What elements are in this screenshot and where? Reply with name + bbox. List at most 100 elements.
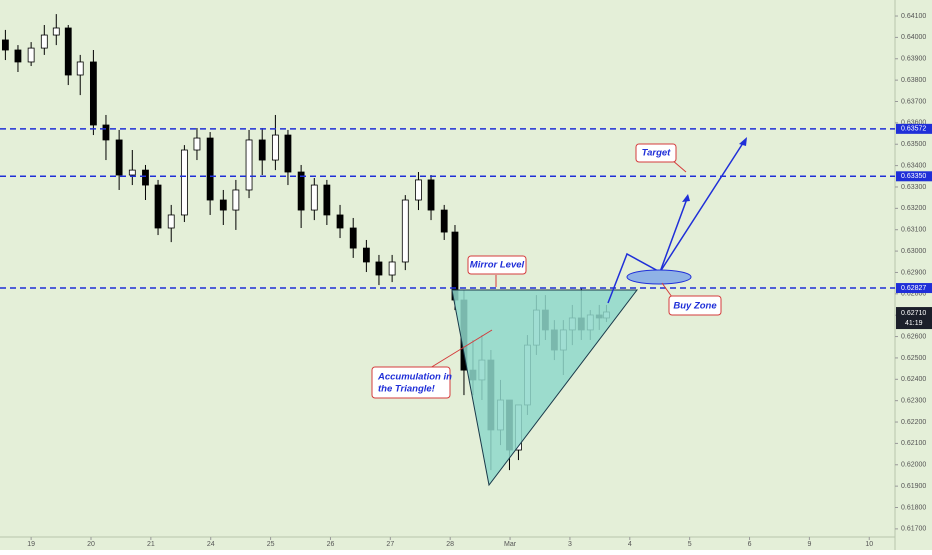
x-tick-label: 24 — [207, 541, 215, 548]
candle-body — [245, 139, 253, 191]
annotation-text: Accumulation in — [377, 372, 452, 383]
x-tick-label: 20 — [87, 541, 95, 548]
box — [668, 295, 722, 316]
y-tick-label: 0.61900 — [901, 483, 926, 490]
candle-body — [440, 209, 448, 233]
y-tick-label: 0.63200 — [901, 205, 926, 212]
triangle — [451, 289, 639, 487]
annotation: Buy Zone — [661, 282, 722, 316]
level-label-box — [896, 171, 932, 182]
candle-body — [142, 169, 149, 186]
level-label: 0.63350 — [901, 173, 926, 180]
y-tick-label: 0.63500 — [901, 141, 926, 148]
x-tick-label: 6 — [748, 541, 752, 548]
x-tick-label: 9 — [807, 541, 811, 548]
annotation-text: Mirror Level — [470, 260, 525, 271]
annotation-text: Buy Zone — [673, 301, 717, 312]
y-tick-label: 0.62900 — [901, 269, 926, 276]
candle-body — [349, 227, 357, 249]
y-tick-label: 0.63300 — [901, 184, 926, 191]
y-tick-label: 0.61700 — [901, 526, 926, 533]
candle-body — [284, 134, 292, 173]
x-tick-label: 10 — [865, 541, 873, 548]
x-tick-label: 3 — [568, 541, 572, 548]
candle-body — [102, 124, 110, 141]
x-tick-label: 19 — [27, 541, 35, 548]
x-tick-label: 21 — [147, 541, 155, 548]
levels — [0, 128, 895, 289]
candle-body — [219, 199, 227, 211]
arrow-head — [739, 137, 747, 146]
candle-body — [336, 214, 344, 229]
pointer — [661, 282, 673, 298]
y-tick-label: 0.62200 — [901, 419, 926, 426]
level-label-box — [896, 123, 932, 134]
candle-body — [271, 134, 279, 161]
last-price-box — [896, 307, 932, 330]
y-tick-label: 0.62400 — [901, 376, 926, 383]
candle-body — [52, 27, 60, 36]
annotation: Accumulation in the Triangle! — [371, 329, 493, 399]
y-tick-label: 0.63000 — [901, 248, 926, 255]
countdown: 41:19 — [905, 320, 923, 327]
candle-body — [310, 184, 318, 211]
candle-body — [375, 261, 383, 276]
candle-body — [323, 184, 331, 216]
x-tick-label: 26 — [327, 541, 335, 548]
annotation-text: Target — [642, 148, 672, 159]
x-tick-label: 28 — [446, 541, 454, 548]
pointer — [429, 329, 493, 369]
y-tick-label: 0.62000 — [901, 462, 926, 469]
y-tick-label: 0.62100 — [901, 440, 926, 447]
level-label-box — [896, 283, 932, 294]
x-tick-label: Mar — [504, 541, 517, 548]
candle-body — [258, 139, 266, 161]
candle-body — [427, 179, 435, 211]
level-label: 0.62827 — [901, 285, 926, 292]
candle-body — [76, 61, 84, 76]
annotation: Target — [635, 143, 687, 173]
annotation-text: the Triangle! — [378, 384, 435, 395]
y-tick-label: 0.63600 — [901, 120, 926, 127]
x-tick-label: 25 — [267, 541, 275, 548]
y-tick-label: 0.62300 — [901, 398, 926, 405]
y-tick-label: 0.63100 — [901, 227, 926, 234]
y-tick-label: 0.64100 — [901, 13, 926, 20]
y-tick-label: 0.63900 — [901, 56, 926, 63]
y-tick-label: 0.61800 — [901, 504, 926, 511]
candle-body — [154, 184, 162, 229]
candle-body — [232, 189, 240, 211]
candle-body — [180, 149, 188, 216]
candle-body — [1, 39, 9, 51]
candle-body — [27, 47, 35, 63]
candle-body — [128, 169, 136, 176]
candle-body — [401, 199, 409, 263]
annotation: Mirror Level — [467, 255, 527, 287]
x-tick-label: 27 — [386, 541, 394, 548]
level-label: 0.63572 — [901, 126, 926, 133]
y-tick-label: 0.63800 — [901, 77, 926, 84]
y-tick-label: 0.63700 — [901, 98, 926, 105]
arrow-head — [682, 194, 690, 202]
y-tick-label: 0.62600 — [901, 333, 926, 340]
last-price-label: 0.62710 — [901, 310, 926, 317]
y-tick-label: 0.63400 — [901, 162, 926, 169]
candle-body — [167, 214, 175, 229]
candle-body — [89, 61, 97, 126]
x-tick-label: 4 — [628, 541, 632, 548]
projection-arrow — [659, 139, 746, 273]
box — [467, 255, 527, 275]
y-tick-label: 0.64000 — [901, 34, 926, 41]
candle-body — [115, 139, 123, 176]
x-tick-label: 5 — [688, 541, 692, 548]
candle-body — [415, 179, 422, 201]
candle-body — [362, 247, 370, 263]
y-tick-label: 0.62800 — [901, 291, 926, 298]
candle-body — [206, 137, 214, 201]
candle-body — [64, 27, 72, 76]
candle-body — [193, 137, 201, 151]
price-labels: 0.63572 0.63350 0.62827 0.62710 41:19 — [896, 123, 932, 330]
candle-body — [40, 34, 48, 49]
projection-arrow — [607, 195, 689, 304]
